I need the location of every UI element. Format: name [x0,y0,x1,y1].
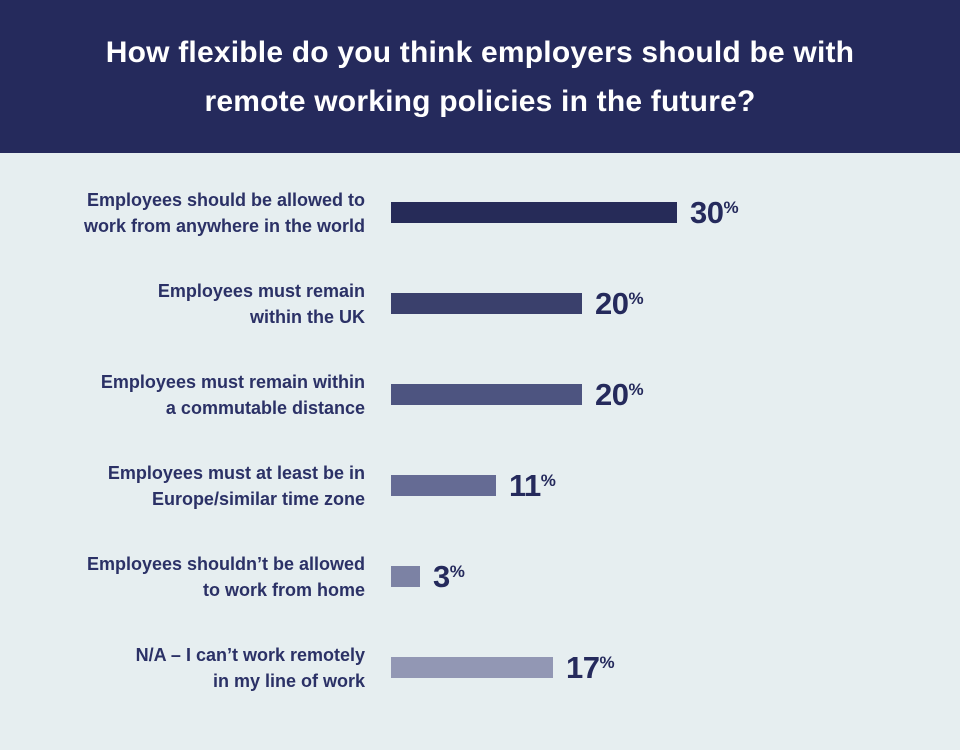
bar-value: 30% [690,195,739,231]
bar-track: 30% [391,195,960,231]
bar [391,293,582,314]
chart-title: How flexible do you think employers shou… [105,35,855,118]
percent-symbol: % [628,288,644,308]
percent-symbol: % [449,561,465,581]
bar-label: Employees should be allowed to work from… [83,189,365,236]
percent-symbol: % [599,652,615,672]
bar-value-number: 30 [690,194,724,230]
bar-label: Employees must remain within the UK [157,280,365,327]
bar-track: 20% [391,377,960,413]
bar-value-number: 20 [595,376,629,412]
bar-row: N/A – I can’t work remotely in my line o… [0,622,960,713]
bar-value-number: 3 [433,558,450,594]
bar-track: 3% [391,559,960,595]
bar-track: 11% [391,468,960,504]
bar [391,475,496,496]
bar-label: Employees shouldn’t be allowed to work f… [86,553,365,600]
bar-value: 20% [595,286,644,322]
bar-row: Employees should be allowed to work from… [0,167,960,258]
chart-header: How flexible do you think employers shou… [0,0,960,153]
bar-row: Employees must at least be in Europe/sim… [0,440,960,531]
percent-symbol: % [540,470,556,490]
bar-row: Employees must remain within the UK 20% [0,258,960,349]
bar-value-number: 11 [509,467,541,503]
bar-value-number: 17 [566,649,600,685]
percent-symbol: % [628,379,644,399]
bar [391,384,582,405]
bar-label: Employees must remain within a commutabl… [100,371,365,418]
bar-row: Employees shouldn’t be allowed to work f… [0,531,960,622]
bar-value: 17% [566,650,615,686]
bar-value: 11% [509,468,556,504]
bar-track: 17% [391,650,960,686]
bar-label: Employees must at least be in Europe/sim… [107,462,365,509]
bar-track: 20% [391,286,960,322]
bar-label: N/A – I can’t work remotely in my line o… [135,644,365,691]
bar-value: 3% [433,559,465,595]
bar-row: Employees must remain within a commutabl… [0,349,960,440]
chart-area: Employees should be allowed to work from… [0,153,960,750]
bar-value-number: 20 [595,285,629,321]
bar [391,566,420,587]
bar [391,202,677,223]
percent-symbol: % [723,197,739,217]
bar [391,657,553,678]
bar-value: 20% [595,377,644,413]
